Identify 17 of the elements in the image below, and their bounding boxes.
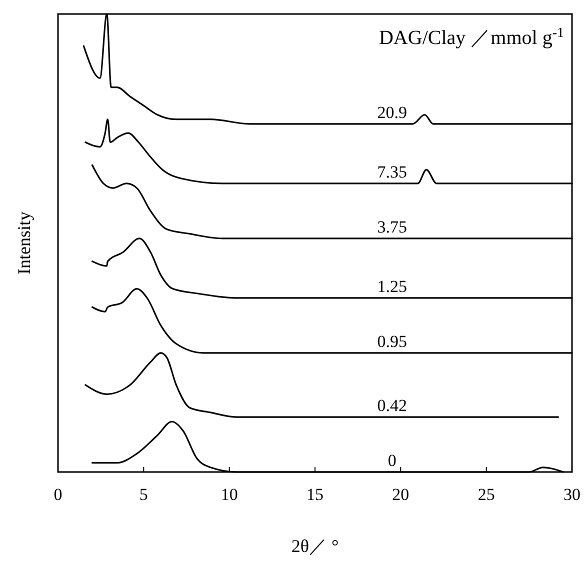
series-label: 3.75 — [377, 217, 407, 236]
x-tick-label: 5 — [139, 485, 148, 504]
x-tick-label: 15 — [306, 485, 324, 504]
x-axis-title: 2θ／ ° — [291, 536, 339, 556]
x-tick-label: 10 — [220, 485, 238, 504]
series-label: 0.95 — [377, 332, 407, 351]
series-label: 0.42 — [377, 396, 407, 416]
x-tick-label: 30 — [564, 485, 580, 504]
series-label: 20.9 — [377, 102, 407, 122]
x-tick-label: 20 — [392, 485, 410, 504]
x-tick-label: 25 — [478, 485, 495, 504]
legend-title: DAG/Clay ／mmol g$^{-1}$ — [378, 26, 564, 49]
x-tick-label: 0 — [54, 485, 62, 504]
y-axis-title: Intensity — [14, 212, 34, 274]
series-label: 7.35 — [377, 162, 407, 182]
series-label: 0 — [388, 451, 396, 470]
series-label: 1.25 — [377, 276, 407, 296]
